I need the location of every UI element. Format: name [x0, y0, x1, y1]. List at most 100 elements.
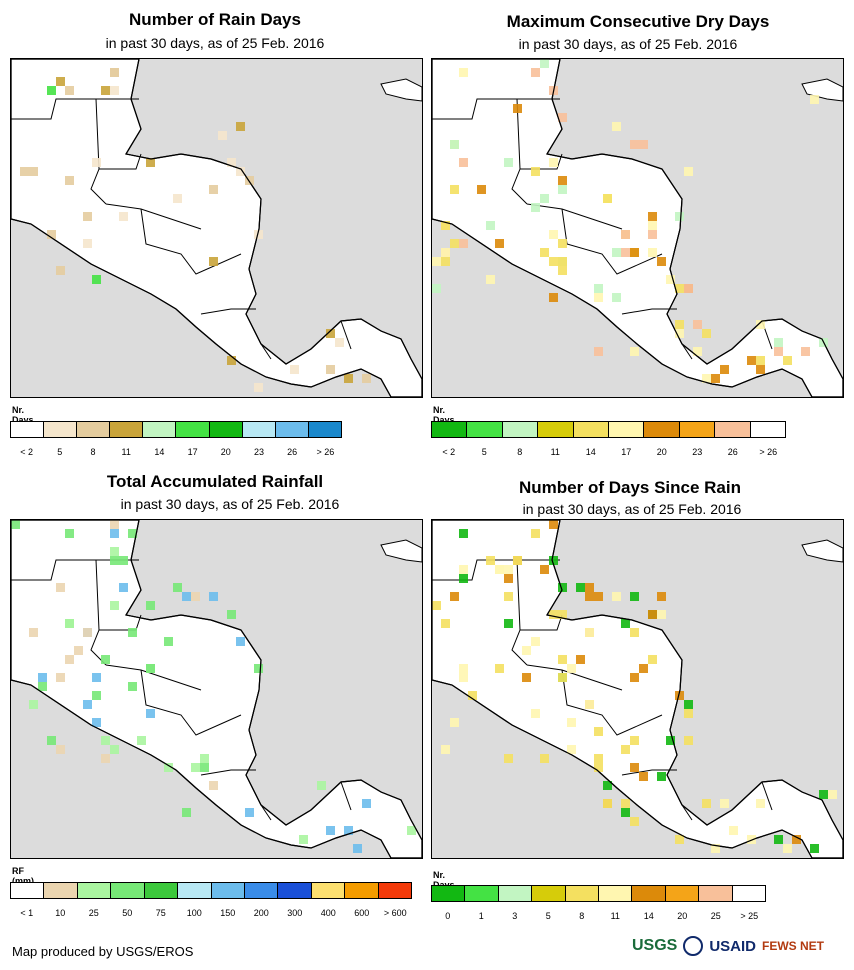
data-cell — [38, 673, 47, 682]
data-cell — [459, 664, 468, 673]
data-cell — [531, 167, 540, 176]
data-cell — [576, 583, 585, 592]
legend-swatch — [209, 422, 243, 437]
data-cell — [209, 185, 218, 194]
data-cell — [92, 691, 101, 700]
data-cell — [335, 338, 344, 347]
data-cell — [639, 664, 648, 673]
legend-tick-label: 14 — [643, 911, 654, 921]
data-cell — [504, 574, 513, 583]
data-cell — [630, 248, 639, 257]
country-border — [526, 664, 623, 691]
data-cell — [119, 583, 128, 592]
legend-bar — [10, 882, 412, 899]
data-cell — [549, 520, 558, 529]
data-cell — [702, 329, 711, 338]
data-cell — [110, 520, 119, 529]
data-cell — [227, 158, 236, 167]
country-border — [105, 664, 202, 691]
data-cell — [353, 844, 362, 853]
data-cell — [299, 835, 308, 844]
data-cell — [621, 619, 630, 628]
data-cell — [675, 691, 684, 700]
data-cell — [756, 799, 765, 808]
data-cell — [101, 736, 110, 745]
data-cell — [146, 158, 155, 167]
legend-swatch — [44, 883, 78, 898]
data-cell — [441, 221, 450, 230]
data-cell — [344, 374, 353, 383]
legend-bar — [431, 421, 786, 438]
data-cell — [432, 257, 441, 266]
legend-tick-label: 5 — [481, 447, 487, 457]
legend-tick-label: 8 — [90, 447, 96, 457]
data-cell — [522, 646, 531, 655]
data-cell — [326, 329, 335, 338]
data-cell — [441, 619, 450, 628]
data-cell — [657, 610, 666, 619]
data-cell — [173, 583, 182, 592]
data-cell — [227, 356, 236, 365]
legend-tick-label: 17 — [621, 447, 632, 457]
data-cell — [101, 655, 110, 664]
legend-swatch — [532, 886, 566, 901]
legend-tick-label: 25 — [710, 911, 721, 921]
data-cell — [110, 601, 119, 610]
data-cell — [513, 556, 522, 565]
data-cell — [56, 266, 65, 275]
map-total-rainfall — [10, 519, 423, 859]
data-cell — [495, 239, 504, 248]
data-cell — [191, 763, 200, 772]
data-cell — [540, 59, 549, 68]
data-cell — [146, 601, 155, 610]
data-cell — [684, 709, 693, 718]
legend-swatch — [275, 422, 309, 437]
data-cell — [200, 763, 209, 772]
data-cell — [702, 374, 711, 383]
data-cell — [254, 230, 263, 239]
legend-tick-label: < 2 — [442, 447, 456, 457]
data-cell — [558, 610, 567, 619]
panel-title: Number of Rain Days — [129, 10, 301, 29]
panel-subtitle: in past 30 days, as of 25 Feb. 2016 — [105, 35, 325, 51]
data-cell — [495, 565, 504, 574]
legend-tick-label: 50 — [122, 908, 133, 918]
country-border — [681, 804, 693, 821]
map-canvas — [11, 59, 422, 397]
legend-tick-label: 26 — [727, 447, 738, 457]
legend-tick-label: < 1 — [20, 908, 34, 918]
data-cell — [540, 565, 549, 574]
legend-swatch — [632, 886, 666, 901]
data-cell — [828, 790, 837, 799]
data-cell — [558, 266, 567, 275]
data-cell — [459, 239, 468, 248]
data-cell — [558, 257, 567, 266]
data-cell — [675, 329, 684, 338]
data-cell — [621, 745, 630, 754]
legend-tick-label: 20 — [656, 447, 667, 457]
data-cell — [531, 203, 540, 212]
data-cell — [236, 167, 245, 176]
map-days-since-rain — [431, 519, 844, 859]
data-cell — [110, 745, 119, 754]
data-cell — [693, 320, 702, 329]
data-cell — [441, 257, 450, 266]
data-cell — [504, 592, 513, 601]
data-cell — [756, 365, 765, 374]
legend-swatch — [77, 883, 112, 898]
data-cell — [477, 185, 486, 194]
data-cell — [83, 628, 92, 637]
legend-title: Nr. Days — [433, 405, 455, 425]
land-region — [11, 520, 422, 858]
data-cell — [486, 275, 495, 284]
legend-tick-label: 11 — [121, 447, 131, 457]
legend-swatch — [665, 886, 700, 901]
data-cell — [675, 320, 684, 329]
data-cell — [810, 844, 819, 853]
data-cell — [702, 799, 711, 808]
data-cell — [128, 628, 137, 637]
legend-title: Nr. Days — [12, 405, 34, 425]
legend-tick-label: > 600 — [383, 908, 407, 918]
legend-swatch — [599, 886, 633, 901]
data-cell — [227, 610, 236, 619]
